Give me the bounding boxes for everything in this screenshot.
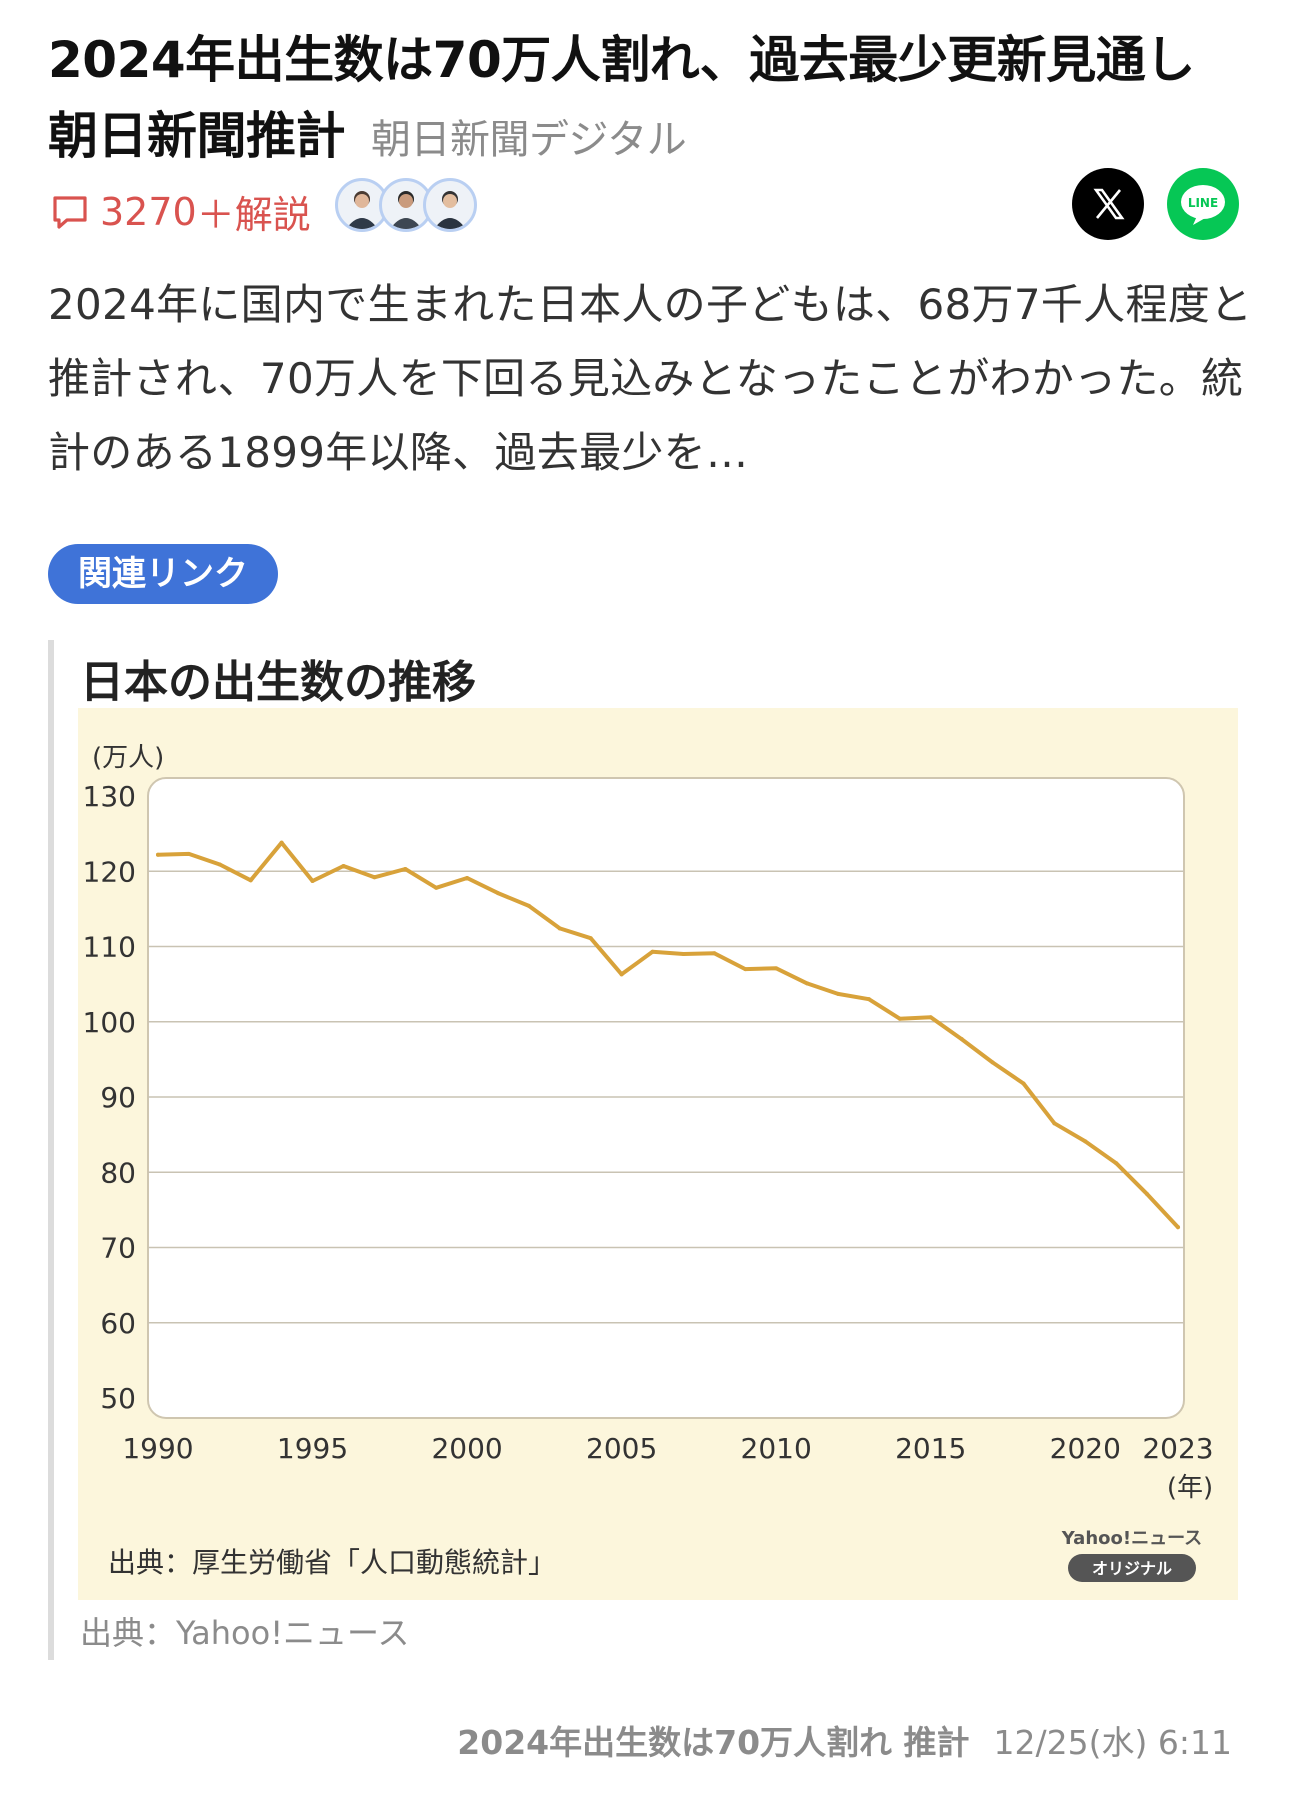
source-name: 朝日新聞デジタル bbox=[371, 117, 687, 163]
data-point bbox=[1021, 1081, 1026, 1086]
data-point bbox=[681, 952, 686, 957]
headline-text: 2024年出生数は70万人割れ、過去最少更新見通し 朝日新聞推計 bbox=[48, 31, 1245, 165]
data-point bbox=[156, 852, 160, 857]
publish-date: 12/25(水) 6:11 bbox=[993, 1723, 1232, 1762]
data-point bbox=[897, 1016, 902, 1021]
y-tick-label: 110 bbox=[83, 931, 136, 964]
data-point bbox=[1145, 1192, 1150, 1197]
y-tick-label: 80 bbox=[100, 1156, 136, 1189]
chart-heading: 日本の出生数の推移 bbox=[80, 657, 476, 708]
data-point bbox=[496, 891, 500, 896]
line-logo-icon: LINE bbox=[1181, 185, 1225, 225]
chart-figure: 日本の出生数の推移 (万人) 130 120 110 100 90 80 70 60 50 19… bbox=[48, 640, 1254, 1660]
x-tick-label: 2000 bbox=[431, 1432, 502, 1465]
article-headline[interactable]: 2024年出生数は70万人割れ、過去最少更新見通し 朝日新聞推計 朝日新聞デジタル bbox=[48, 22, 1248, 178]
x-axis-ticks: 1990 1995 2000 2005 2010 2015 2020 2023 bbox=[122, 1432, 1213, 1465]
data-point bbox=[712, 951, 717, 956]
y-tick-label: 120 bbox=[83, 855, 136, 888]
y-axis-ticks: 130 120 110 100 90 80 70 60 50 bbox=[83, 780, 136, 1415]
data-point bbox=[959, 1037, 964, 1042]
avatar bbox=[423, 178, 477, 232]
x-tick-label: 2005 bbox=[586, 1432, 657, 1465]
figure-caption: 出典：Yahoo!ニュース bbox=[80, 1614, 410, 1652]
data-point bbox=[743, 967, 748, 972]
data-point bbox=[248, 878, 253, 883]
comments-link[interactable]: 3270 ＋解説 bbox=[50, 184, 311, 239]
data-point bbox=[403, 866, 408, 871]
data-point bbox=[836, 991, 840, 996]
plot-frame bbox=[147, 777, 1185, 1419]
article-summary[interactable]: 2024年に国内で生まれた日本人の子どもは、68万7千人程度と推計され、70万人… bbox=[48, 280, 1253, 477]
data-point bbox=[1114, 1161, 1119, 1166]
data-point bbox=[341, 863, 346, 868]
data-points bbox=[156, 840, 1180, 1230]
data-point bbox=[310, 879, 315, 884]
birth-chart: (万人) 130 120 110 100 90 80 70 60 50 1990 1995 2000… bbox=[83, 743, 1214, 1582]
y-axis-label: (万人) bbox=[92, 743, 164, 773]
data-point bbox=[805, 981, 810, 986]
y-tick-label: 50 bbox=[100, 1382, 136, 1415]
source-note: 出典：厚生労働省「人口動態統計」 bbox=[108, 1546, 556, 1579]
y-tick-label: 90 bbox=[100, 1081, 136, 1114]
data-point bbox=[990, 1060, 995, 1065]
article-meta: 3270 ＋解説 LINE bbox=[50, 168, 1240, 248]
data-point bbox=[217, 862, 222, 867]
x-tick-label: 2023 bbox=[1142, 1432, 1213, 1465]
chart-panel[interactable]: (万人) 130 120 110 100 90 80 70 60 50 1990 1995 2000… bbox=[78, 708, 1238, 1600]
data-point bbox=[526, 903, 531, 908]
data-point bbox=[1176, 1225, 1180, 1230]
data-point bbox=[619, 972, 624, 977]
data-point bbox=[928, 1015, 933, 1020]
data-point bbox=[1083, 1139, 1088, 1144]
data-point bbox=[774, 966, 779, 971]
comment-count: 3270 bbox=[100, 189, 197, 234]
brand-badge-label: オリジナル bbox=[1092, 1559, 1172, 1578]
x-tick-label: 1995 bbox=[277, 1432, 348, 1465]
article-footer[interactable]: 2024年出生数は70万人割れ 推計 12/25(水) 6:11 bbox=[457, 1716, 1232, 1764]
grid-lines bbox=[148, 870, 1184, 1324]
share-line-button[interactable]: LINE bbox=[1167, 168, 1239, 240]
share-x-button[interactable] bbox=[1072, 168, 1144, 240]
x-tick-label: 2015 bbox=[895, 1432, 966, 1465]
brand-name: Yahoo!ニュース bbox=[1061, 1528, 1202, 1549]
x-axis-label: (年) bbox=[1167, 1473, 1213, 1503]
y-tick-label: 70 bbox=[100, 1232, 136, 1265]
expert-avatars[interactable] bbox=[335, 178, 477, 232]
x-logo-icon bbox=[1093, 188, 1125, 220]
data-point bbox=[1052, 1121, 1057, 1126]
x-tick-label: 1990 bbox=[122, 1432, 193, 1465]
x-tick-label: 2010 bbox=[741, 1432, 812, 1465]
related-links-button[interactable]: 関連リンク bbox=[48, 544, 278, 604]
y-tick-label: 100 bbox=[83, 1006, 136, 1039]
data-point bbox=[588, 936, 593, 941]
y-tick-label: 130 bbox=[83, 780, 136, 813]
data-point bbox=[372, 875, 377, 880]
data-point bbox=[465, 876, 470, 881]
commentary-label: ＋解説 bbox=[196, 193, 311, 237]
data-point bbox=[866, 997, 871, 1002]
data-point bbox=[186, 851, 191, 856]
footer-title: 2024年出生数は70万人割れ 推計 bbox=[457, 1723, 970, 1762]
data-point bbox=[650, 949, 655, 954]
data-point bbox=[557, 926, 562, 931]
comment-icon bbox=[53, 195, 87, 229]
data-point bbox=[279, 840, 284, 845]
brand-badge bbox=[1068, 1554, 1196, 1582]
birth-series-line bbox=[156, 840, 1180, 1230]
x-tick-label: 2020 bbox=[1050, 1432, 1121, 1465]
line-logo-text: LINE bbox=[1188, 196, 1218, 210]
data-point bbox=[434, 885, 439, 890]
y-tick-label: 60 bbox=[100, 1307, 136, 1340]
